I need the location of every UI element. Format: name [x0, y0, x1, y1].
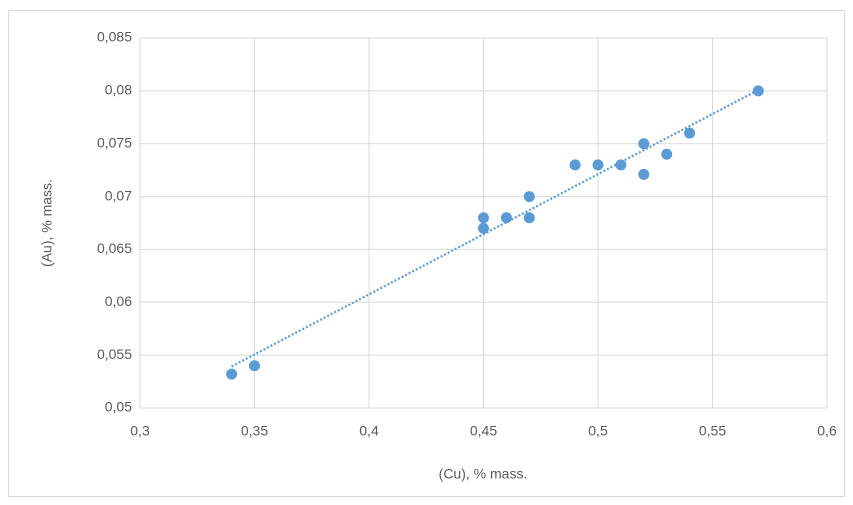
y-tick-label: 0,06	[105, 293, 132, 309]
y-tick-label: 0,065	[97, 240, 132, 256]
y-tick-label: 0,075	[97, 134, 132, 150]
data-point	[523, 191, 535, 203]
data-point	[500, 212, 512, 224]
y-tick-label: 0,05	[105, 399, 132, 415]
y-tick-label: 0,055	[97, 346, 132, 362]
data-point	[478, 212, 489, 224]
x-tick-label: 0,35	[241, 423, 268, 439]
y-tick-label: 0,08	[105, 82, 132, 98]
data-point	[226, 368, 238, 380]
x-tick-label: 0,3	[130, 423, 150, 439]
data-point	[249, 360, 260, 372]
data-point	[569, 159, 581, 171]
data-point	[478, 222, 489, 234]
data-point	[638, 138, 650, 150]
data-point	[638, 168, 650, 180]
x-tick-label: 0,5	[588, 423, 608, 439]
x-tick-label: 0,45	[470, 423, 497, 439]
data-point	[615, 159, 627, 171]
x-tick-label: 0,6	[817, 423, 837, 439]
x-tick-label: 0,55	[699, 423, 726, 439]
data-point	[684, 127, 696, 139]
trendline	[231, 89, 759, 368]
data-point	[523, 212, 535, 224]
chart-frame	[8, 10, 845, 497]
x-axis-title: (Cu), % mass.	[439, 466, 528, 482]
y-axis-title: (Au), % mass.	[39, 179, 55, 267]
data-point	[592, 159, 604, 171]
data-point	[661, 148, 673, 160]
x-tick-label: 0,4	[359, 423, 379, 439]
data-point	[752, 85, 764, 97]
y-tick-label: 0,085	[97, 29, 132, 45]
y-tick-label: 0,07	[105, 187, 132, 203]
